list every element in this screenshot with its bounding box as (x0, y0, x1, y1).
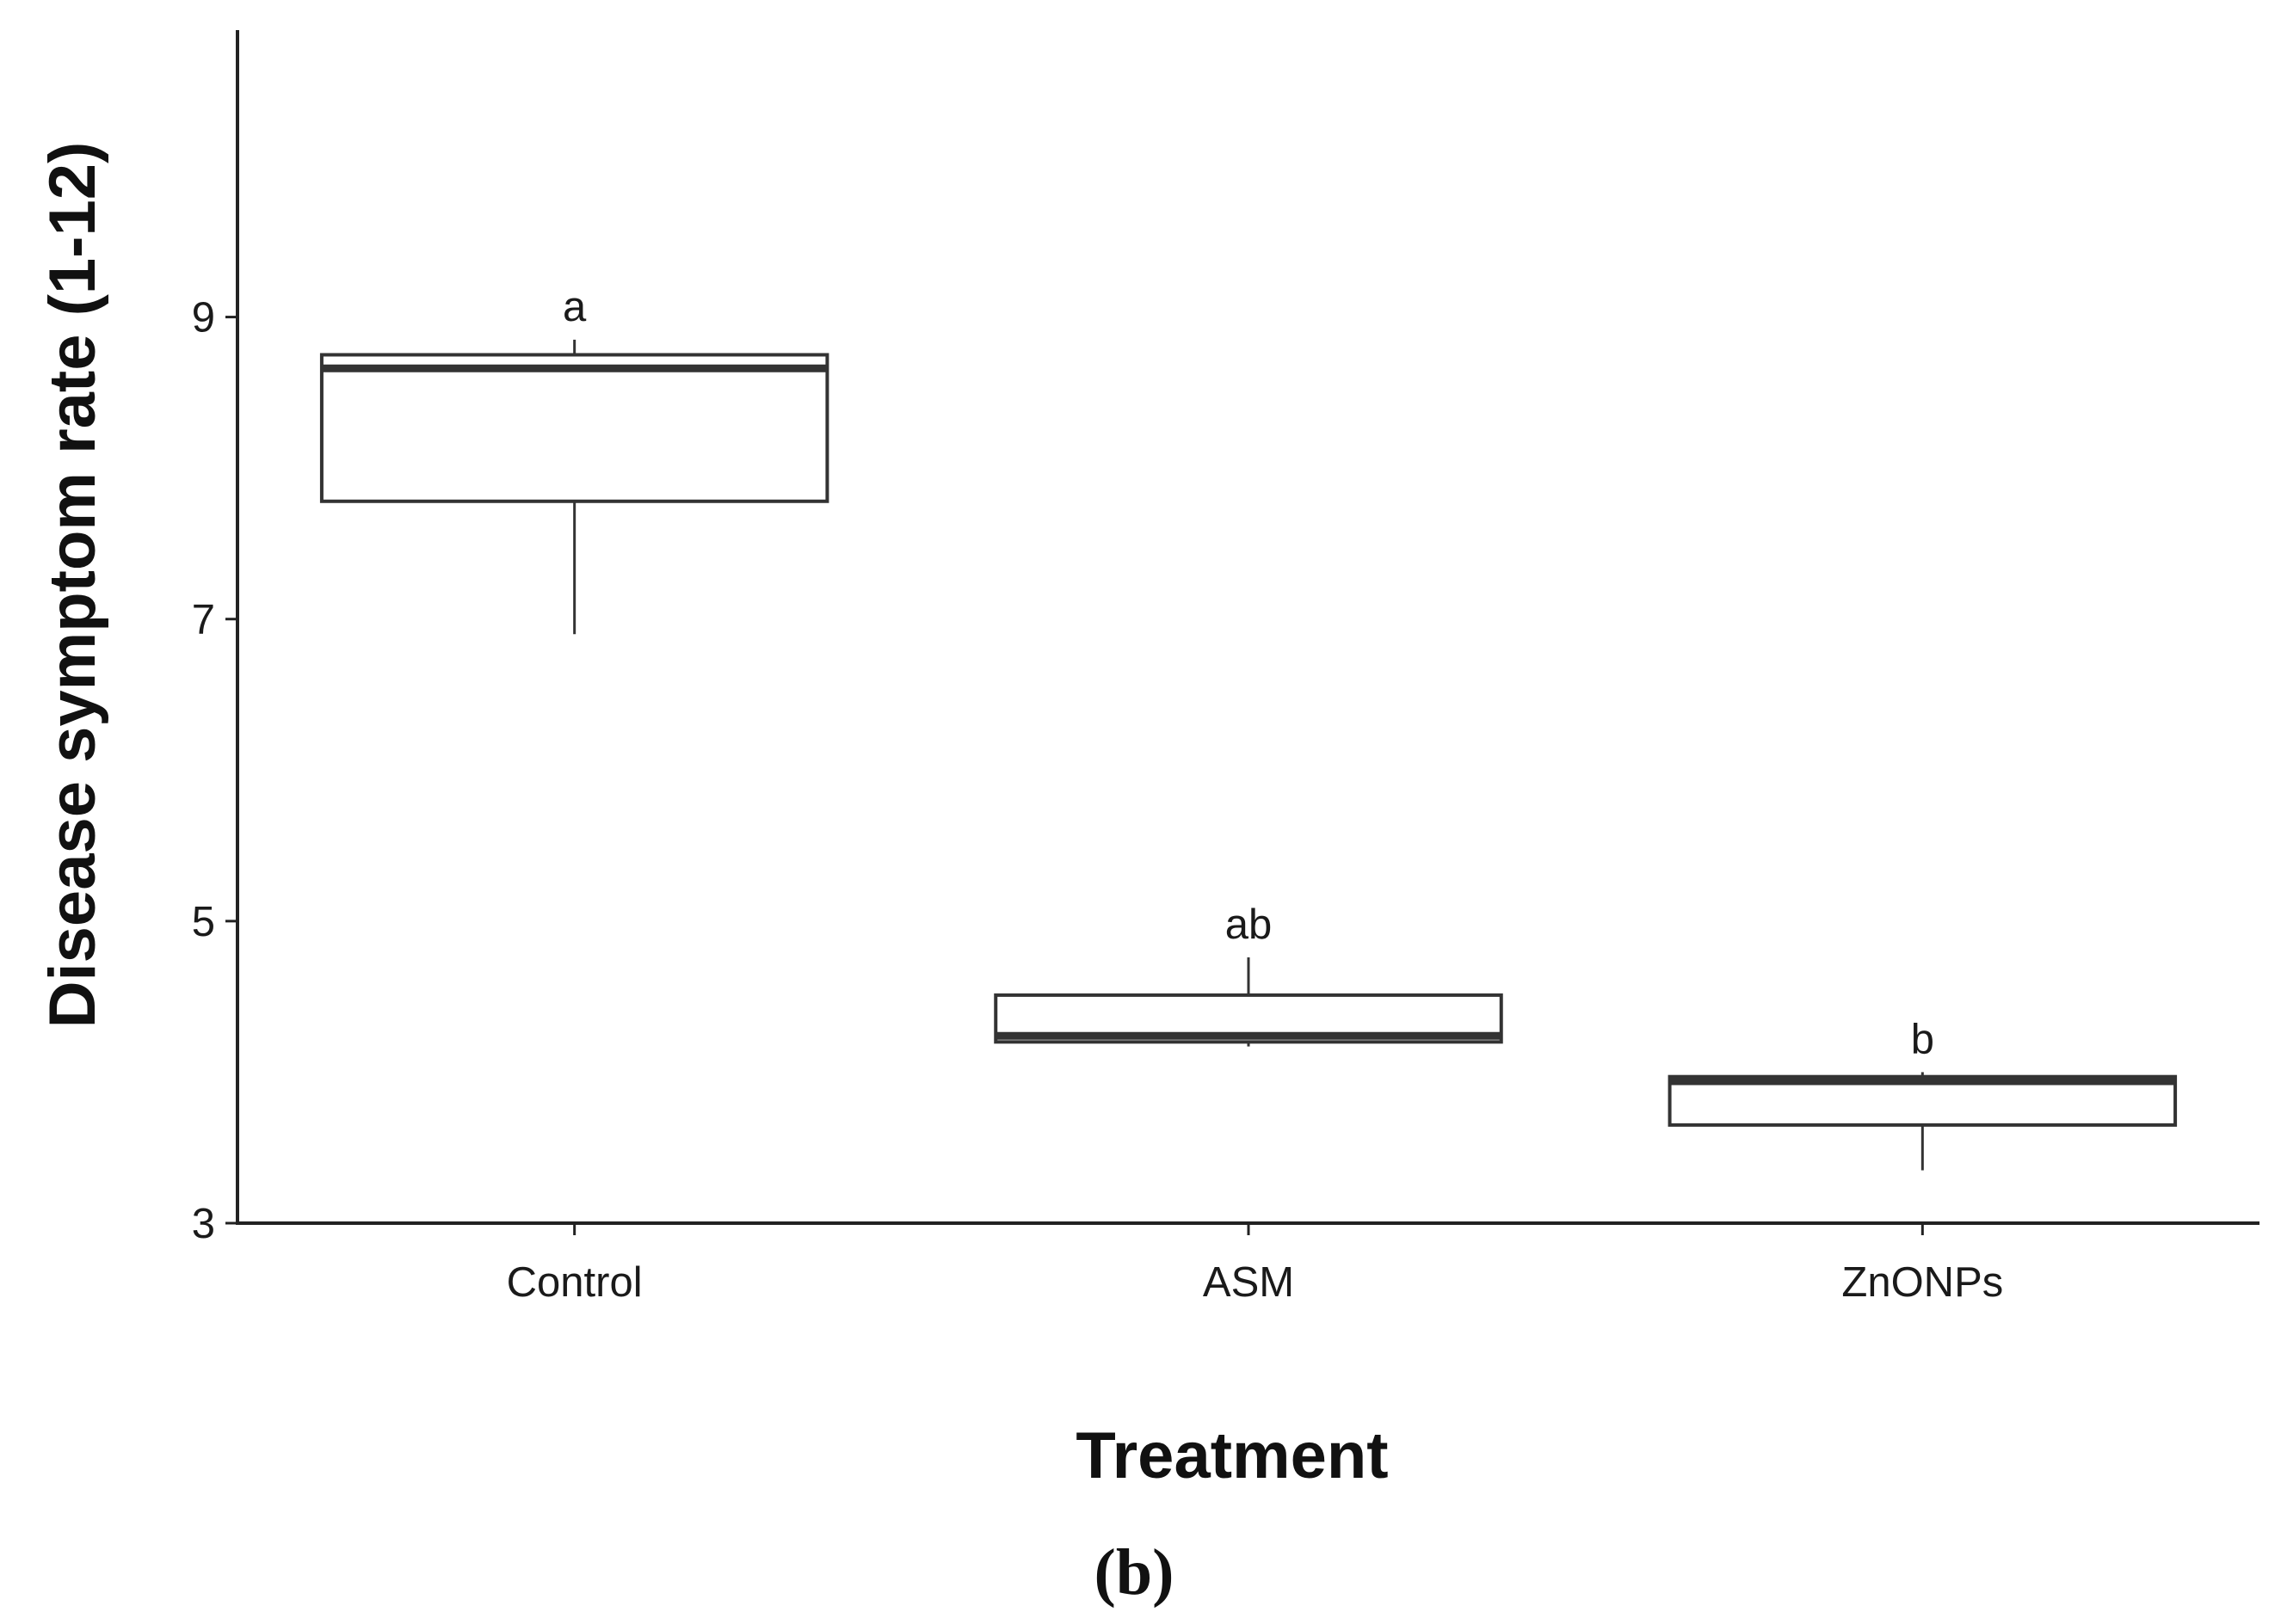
x-tick-label: Control (507, 1259, 643, 1306)
significance-letter: a (563, 284, 587, 330)
x-tick-label: ASM (1203, 1259, 1294, 1306)
y-tick-label: 7 (192, 597, 215, 643)
box-control (319, 339, 829, 635)
interquartile-box (319, 353, 829, 503)
box-asm (994, 957, 1503, 1047)
x-tick-label: ZnONPs (1841, 1259, 2003, 1306)
y-tick-label: 5 (192, 899, 215, 945)
significance-letter: ab (1225, 901, 1273, 948)
x-axis-title: Treatment (1076, 1419, 1388, 1492)
y-tick-label: 9 (192, 295, 215, 341)
y-axis-ticks: 3 5 7 9 (192, 295, 237, 1247)
significance-letters: a ab b (563, 284, 1934, 1063)
boxes (319, 339, 2178, 1171)
box-znonps (1668, 1072, 2178, 1171)
significance-letter: b (1911, 1016, 1934, 1062)
panel-label: (b) (1094, 1536, 1174, 1609)
y-tick-label: 3 (192, 1201, 215, 1247)
y-axis-title: Disease symptom rate (1-12) (36, 142, 109, 1029)
x-axis-ticks: Control ASM ZnONPs (507, 1223, 2003, 1306)
